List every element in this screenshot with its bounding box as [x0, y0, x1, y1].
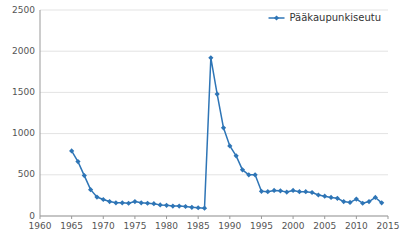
data-point [183, 204, 188, 209]
x-tick-label: 1985 [187, 221, 210, 231]
data-point [328, 195, 333, 200]
y-axis-line [40, 10, 41, 216]
data-point [139, 200, 144, 205]
data-point [240, 167, 245, 172]
data-point [335, 196, 340, 201]
chart-container: 0 500 1000 1500 2000 2500 1960 1965 1970 1975 1980… [0, 0, 400, 240]
data-point [303, 189, 308, 194]
y-tick-label: 2000 [12, 46, 35, 56]
data-point [208, 55, 213, 60]
x-axis-line [40, 216, 388, 217]
data-point [272, 188, 277, 193]
data-point [227, 143, 232, 148]
data-point [94, 194, 99, 199]
y-tick-label: 500 [18, 169, 35, 179]
grid-line [40, 174, 388, 175]
data-point [347, 200, 352, 205]
data-point [189, 205, 194, 210]
data-point [322, 194, 327, 199]
grid-line [40, 10, 388, 11]
grid-line [40, 51, 388, 52]
data-point [246, 172, 251, 177]
x-tick-label: 2005 [313, 221, 336, 231]
data-point [265, 189, 270, 194]
x-tick-label: 1960 [29, 221, 52, 231]
data-point [215, 91, 220, 96]
x-tick-label: 1980 [155, 221, 178, 231]
legend-label: Pääkaupunkiseutu [290, 12, 381, 23]
data-point [164, 203, 169, 208]
data-point [379, 200, 384, 205]
x-tick-label: 1970 [92, 221, 115, 231]
data-point [316, 192, 321, 197]
legend-marker [274, 15, 279, 20]
data-point [113, 200, 118, 205]
data-point [202, 206, 207, 211]
data-point [75, 159, 80, 164]
data-point [69, 148, 74, 153]
y-axis: 0 500 1000 1500 2000 2500 [12, 5, 388, 221]
x-tick-label: 2015 [377, 221, 400, 231]
x-axis: 1960 1965 1970 1975 1980 1985 1990 1995 2000 2005… [29, 216, 400, 231]
x-tick-label: 1965 [60, 221, 83, 231]
x-tick-label: 1975 [123, 221, 146, 231]
x-tick-label: 2000 [282, 221, 305, 231]
y-tick-label: 1000 [12, 128, 35, 138]
data-point [177, 204, 182, 209]
data-point [196, 205, 201, 210]
data-point [309, 190, 314, 195]
grid-line [40, 216, 388, 217]
data-point [107, 199, 112, 204]
data-point [101, 197, 106, 202]
x-tick-label: 1995 [250, 221, 273, 231]
data-point [284, 190, 289, 195]
y-tick-label: 2500 [12, 5, 35, 15]
data-point [234, 153, 239, 158]
data-point [145, 201, 150, 206]
data-point [297, 189, 302, 194]
data-point [341, 199, 346, 204]
data-point [373, 195, 378, 200]
legend: Pääkaupunkiseutu [269, 12, 381, 23]
data-point [259, 189, 264, 194]
data-point [221, 125, 226, 130]
data-point [366, 199, 371, 204]
data-point [253, 172, 258, 177]
series-line [72, 58, 382, 208]
data-point [132, 199, 137, 204]
data-point [290, 188, 295, 193]
data-point [88, 187, 93, 192]
data-point [120, 200, 125, 205]
grid-line [40, 133, 388, 134]
data-point [170, 204, 175, 209]
chart-svg: 0 500 1000 1500 2000 2500 1960 1965 1970 1975 1980… [0, 0, 400, 240]
data-point [126, 201, 131, 206]
data-point [354, 197, 359, 202]
y-tick-label: 0 [29, 211, 35, 221]
y-tick-label: 1500 [12, 87, 35, 97]
data-point [360, 201, 365, 206]
data-point [278, 188, 283, 193]
x-tick-label: 2010 [345, 221, 368, 231]
data-point [82, 173, 87, 178]
plot-area [69, 55, 384, 211]
grid-line [40, 92, 388, 93]
x-tick-label: 1990 [218, 221, 241, 231]
data-point [151, 201, 156, 206]
data-point [158, 202, 163, 207]
